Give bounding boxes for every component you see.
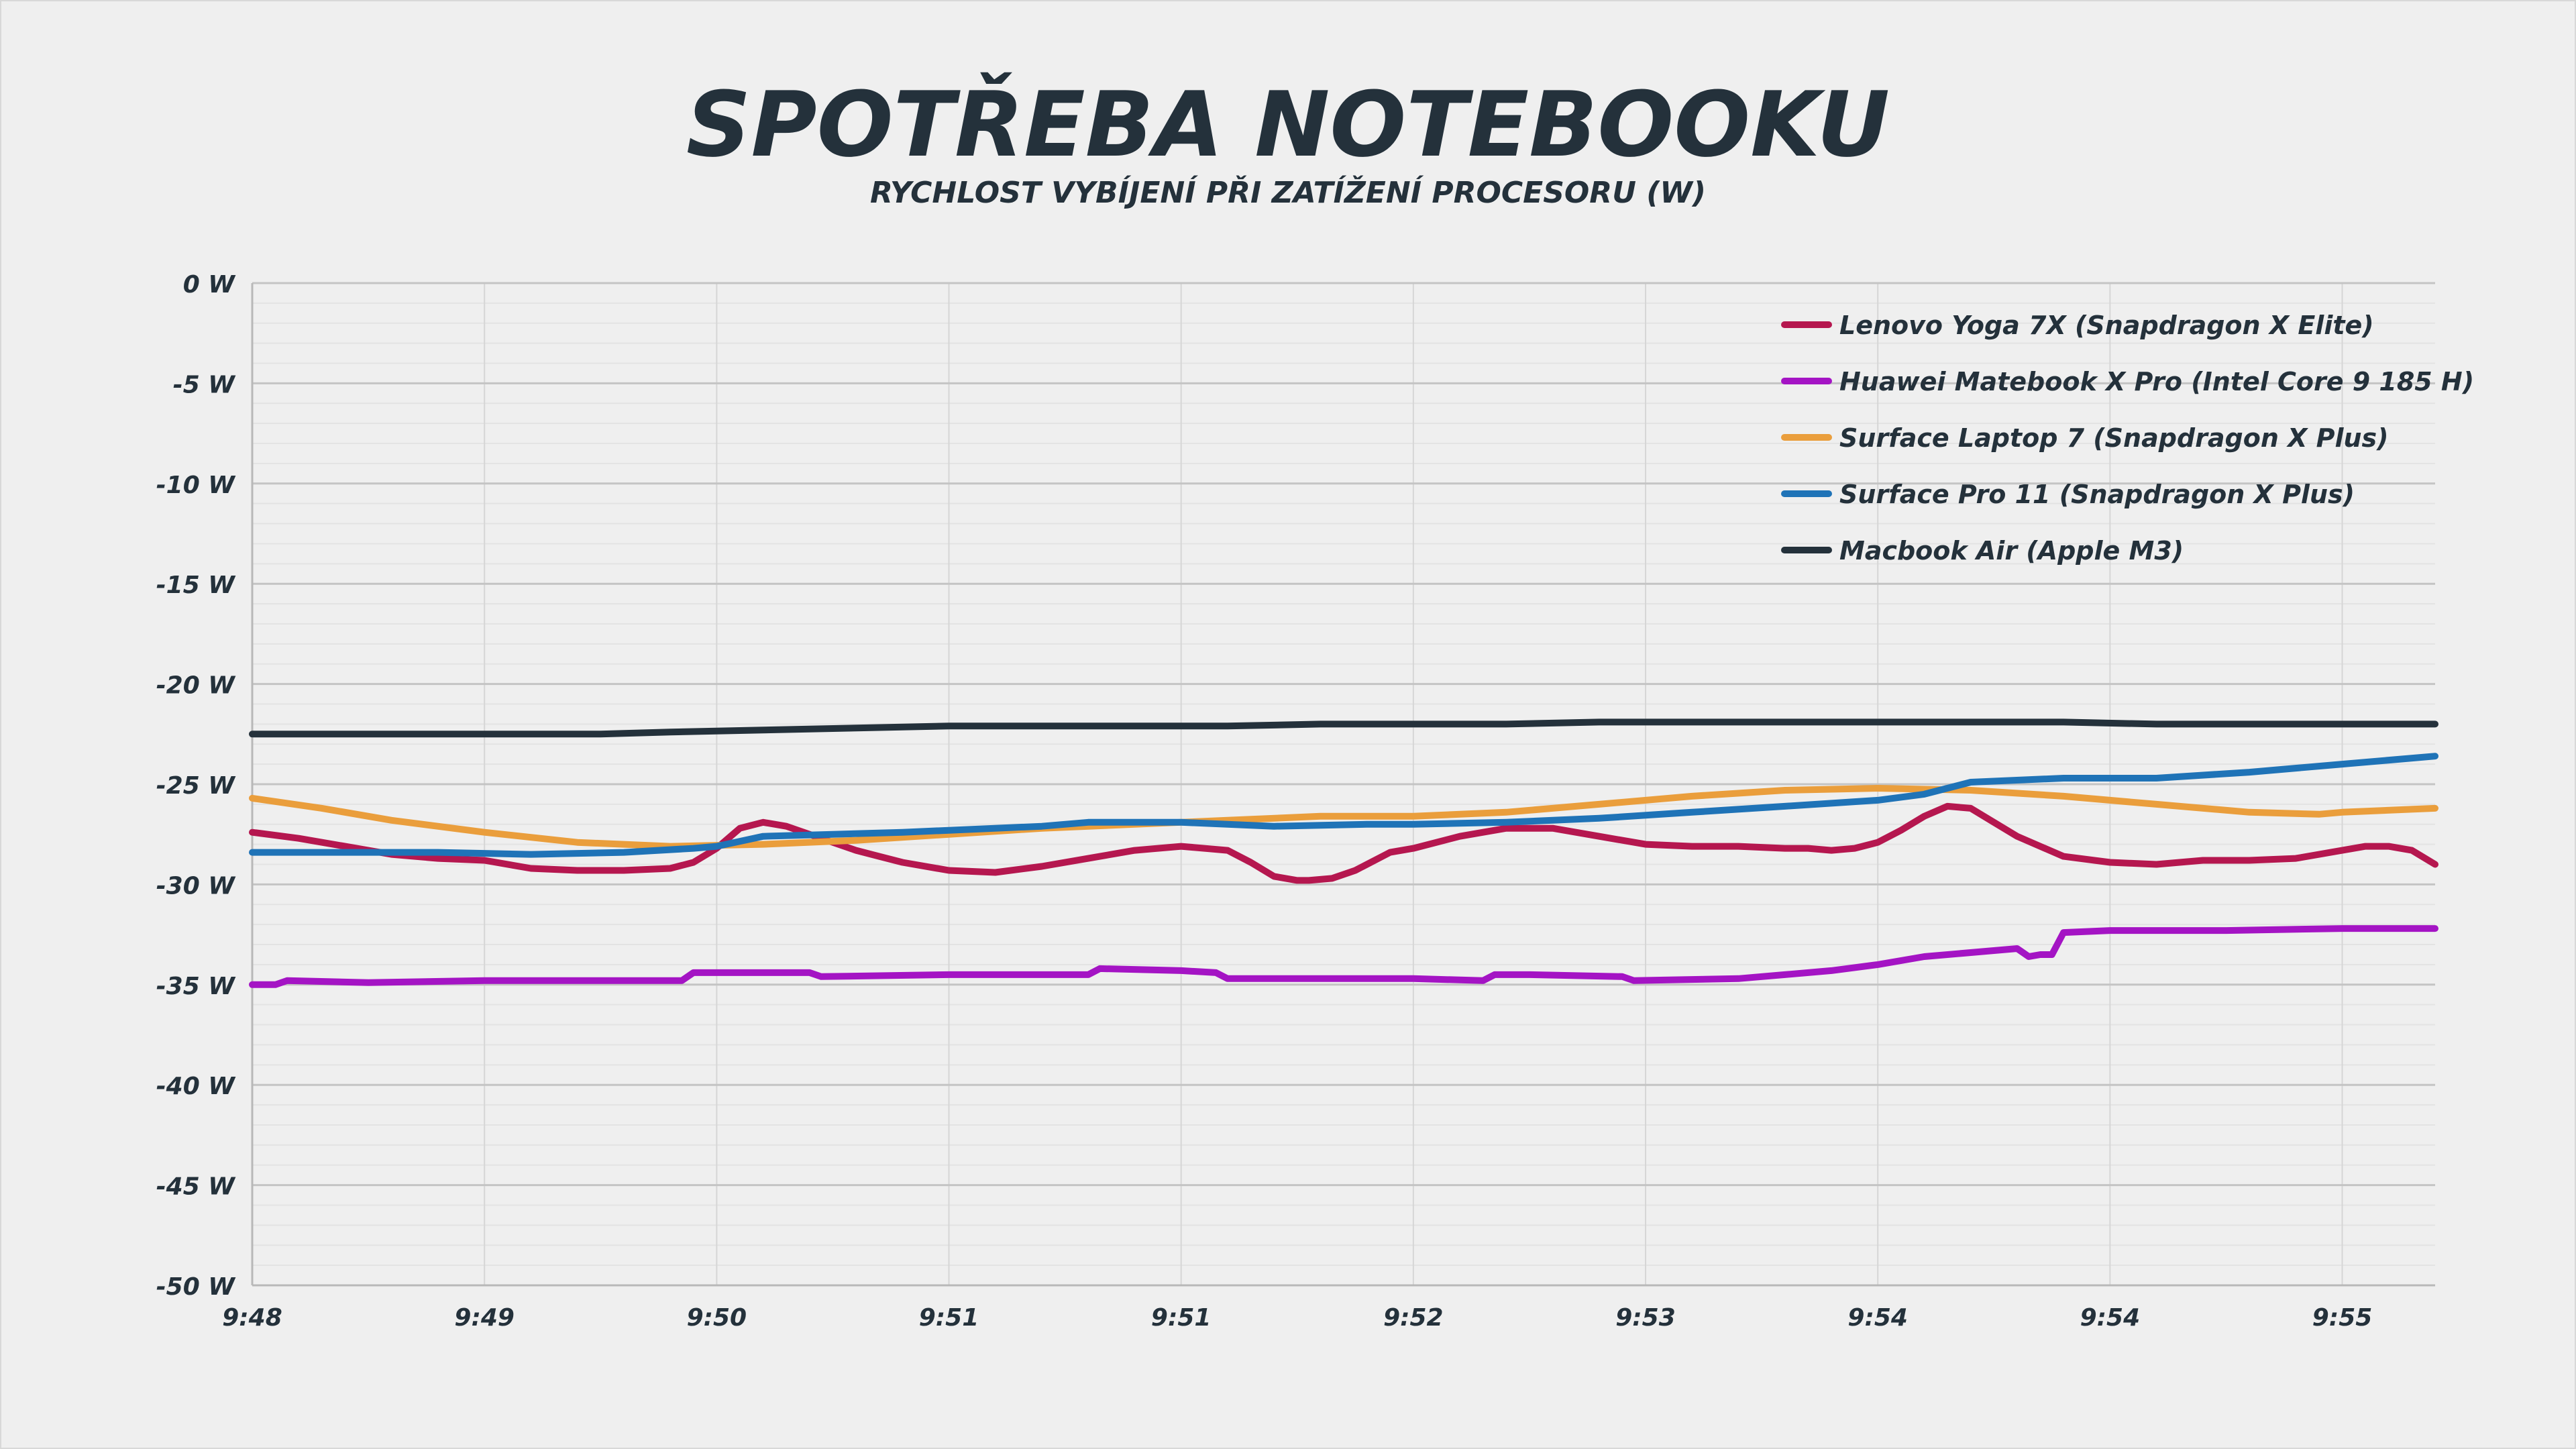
y-tick-label: -35 W [156, 973, 237, 1000]
legend-label: Surface Laptop 7 (Snapdragon X Plus) [1839, 423, 2389, 453]
y-tick-label: -50 W [156, 1273, 237, 1301]
legend-label: Huawei Matebook X Pro (Intel Core 9 185 … [1839, 367, 2474, 396]
x-tick-label: 9:54 [2080, 1304, 2141, 1332]
y-tick-label: -30 W [156, 872, 237, 900]
x-tick-label: 9:55 [2312, 1304, 2373, 1332]
series-line [249, 802, 2438, 884]
series-line [249, 925, 2438, 988]
y-tick-label: -20 W [156, 672, 237, 700]
axis-layer: 0 W -5 W -10 W -15 W -20 W -25 W -30 W -35 W -40… [156, 271, 2435, 1332]
chart-title: SPOTŘEBA NOTEBOOKU [686, 72, 1890, 177]
x-tick-label: 9:54 [1847, 1304, 1908, 1332]
x-tick-label: 9:49 [454, 1304, 515, 1332]
x-tick-label: 9:52 [1383, 1304, 1444, 1332]
x-tick-label: 9:51 [919, 1304, 979, 1332]
y-tick-label: -25 W [156, 772, 237, 800]
y-tick-label: -15 W [156, 572, 237, 599]
chart-subtitle: RYCHLOST VYBÍJENÍ PŘI ZATÍŽENÍ PROCESORU… [870, 174, 1706, 210]
legend: Lenovo Yoga 7X (Snapdragon X Elite) Huawe… [1781, 311, 2474, 566]
series-line [249, 753, 2438, 858]
series-line [249, 785, 2438, 850]
legend-label: Surface Pro 11 (Snapdragon X Plus) [1839, 480, 2355, 509]
legend-label: Macbook Air (Apple M3) [1839, 536, 2184, 566]
grid-layer [252, 282, 2435, 1287]
x-tick-label: 9:48 [222, 1304, 282, 1332]
legend-label: Lenovo Yoga 7X (Snapdragon X Elite) [1839, 311, 2374, 340]
x-tick-label: 9:53 [1615, 1304, 1676, 1332]
y-tick-label: 0 W [183, 271, 237, 299]
y-tick-label: -10 W [156, 472, 237, 499]
y-tick-label: -45 W [156, 1173, 237, 1201]
y-tick-label: -5 W [173, 371, 237, 398]
y-tick-label: -40 W [156, 1073, 237, 1100]
x-tick-label: 9:51 [1151, 1304, 1212, 1332]
x-tick-label: 9:50 [687, 1304, 747, 1332]
series-layer [249, 718, 2438, 988]
series-line [249, 718, 2438, 738]
